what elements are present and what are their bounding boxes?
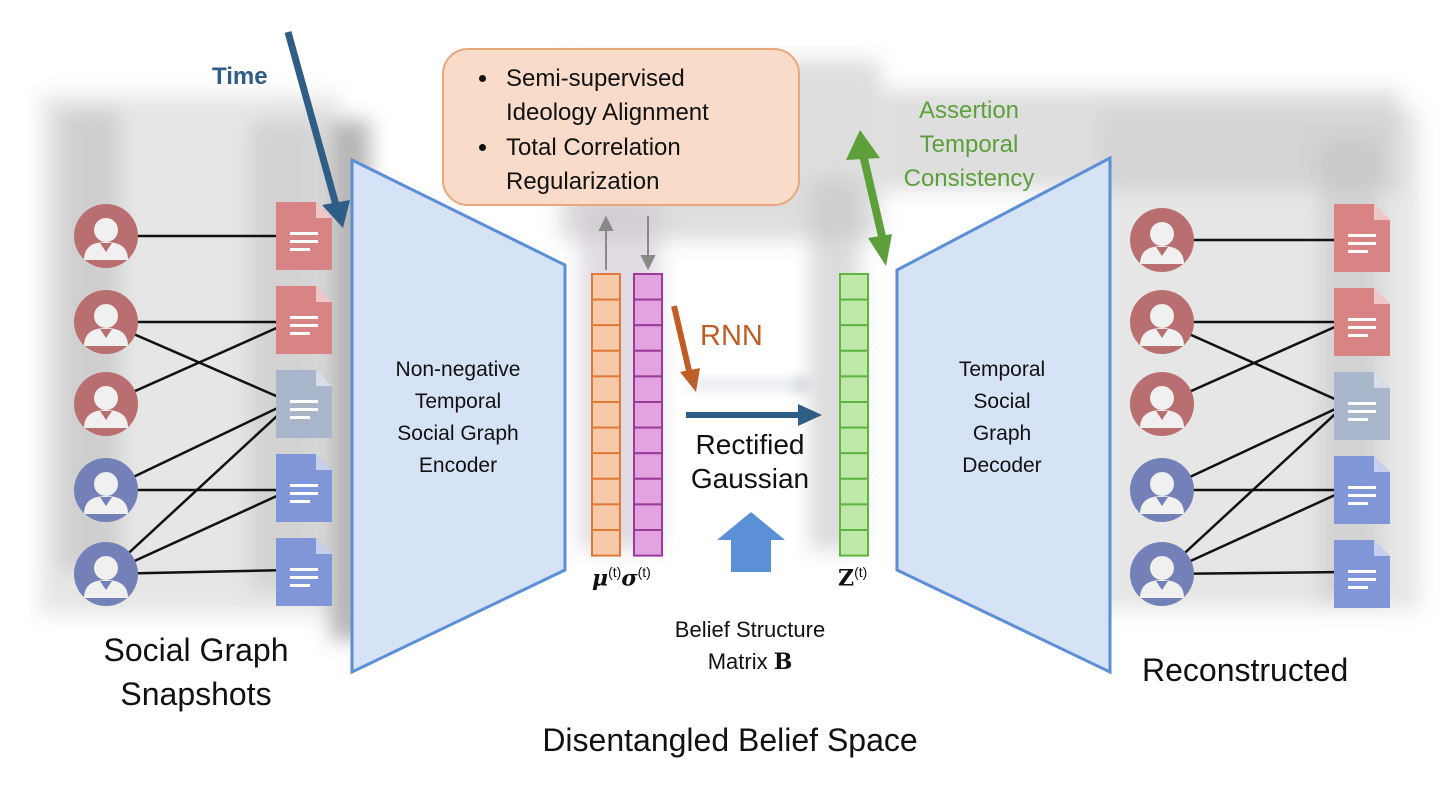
sigma-symbol: σ [621, 565, 638, 592]
decoder-label: Temporal Social Graph Decoder [958, 358, 1046, 477]
vector-cell [633, 324, 663, 352]
vector-cell [839, 349, 869, 378]
vector-cell [591, 477, 621, 506]
user-icon [74, 290, 138, 354]
vector-cell [591, 401, 621, 429]
vector-cell [591, 452, 621, 480]
callout-link-arrows [598, 215, 656, 271]
user-icon [1130, 542, 1194, 606]
rnn-label: RNN [700, 320, 763, 352]
callout-item: Semi-supervised Ideology Alignment [500, 62, 754, 130]
callout-item: Total Correlation Regularization [500, 131, 736, 199]
vector-cell [633, 349, 663, 378]
vector-cell [839, 375, 869, 403]
vector-cell [839, 401, 869, 429]
vector-cell [839, 452, 869, 480]
document-icon [276, 454, 332, 522]
vector-cell [591, 426, 621, 455]
objectives-callout: Semi-supervised Ideology Alignment Total… [442, 48, 800, 206]
vector-cell [839, 477, 869, 506]
vector-cell [591, 375, 621, 403]
vector-cell [633, 401, 663, 429]
vector-cell [591, 503, 621, 531]
user-icon [74, 542, 138, 606]
sigma-vector [633, 273, 663, 557]
mu-vector [591, 273, 621, 557]
user-icon [74, 458, 138, 522]
decoder-trapezoid [895, 155, 1112, 675]
vector-cell [633, 452, 663, 480]
vector-cell [839, 298, 869, 327]
encoder-label: Non-negative Temporal Social Graph Encod… [395, 358, 521, 477]
z-symbol: Z [838, 565, 855, 592]
assertion-double-arrow [846, 130, 892, 266]
assertion-temporal-consistency-label: Assertion Temporal Consistency [903, 97, 1035, 192]
z-label: Z(t) [838, 564, 868, 592]
document-icon [1334, 540, 1390, 608]
user-icon [74, 372, 138, 436]
vector-cell [633, 426, 663, 455]
mu-sigma-label: μ(t)σ(t) [592, 564, 651, 592]
vector-cell [839, 529, 869, 557]
belief-up-arrow [717, 512, 785, 572]
document-icon [276, 538, 332, 606]
vector-cell [591, 298, 621, 327]
right-caption: Reconstructed [1142, 652, 1349, 688]
encoder-trapezoid [350, 157, 567, 675]
user-icon [1130, 458, 1194, 522]
document-icon [276, 370, 332, 438]
left-caption: Social Graph Snapshots [103, 632, 289, 712]
vector-cell [839, 324, 869, 352]
vector-cell [591, 273, 621, 301]
document-icon [1334, 456, 1390, 524]
vector-cell [591, 349, 621, 378]
vector-cell [839, 503, 869, 531]
user-icon [1130, 290, 1194, 354]
vector-cell [633, 273, 663, 301]
vector-cell [591, 324, 621, 352]
vector-cell [839, 273, 869, 301]
rnn-arrow [671, 305, 700, 392]
user-icon [1130, 372, 1194, 436]
user-icon [74, 204, 138, 268]
document-icon [1334, 204, 1390, 272]
belief-structure-label: Belief Structure Matrix B [674, 617, 826, 675]
z-vector [839, 273, 869, 557]
vector-cell [633, 375, 663, 403]
vector-cell [633, 503, 663, 531]
rectified-gaussian-label: Rectified Gaussian [690, 429, 810, 494]
document-icon [1334, 288, 1390, 356]
shadow-arrow [690, 375, 815, 395]
rectified-gaussian-arrow [686, 404, 822, 426]
time-arrow [284, 31, 350, 228]
vector-cell [633, 477, 663, 506]
vector-cell [591, 529, 621, 557]
vector-cell [839, 426, 869, 455]
mu-symbol: μ [592, 565, 609, 592]
user-icon [1130, 208, 1194, 272]
time-label: Time [212, 63, 268, 90]
document-icon [276, 202, 332, 270]
document-icon [276, 286, 332, 354]
vector-cell [633, 298, 663, 327]
vector-cell [633, 529, 663, 557]
bottom-caption: Disentangled Belief Space [542, 722, 918, 758]
document-icon [1334, 372, 1390, 440]
